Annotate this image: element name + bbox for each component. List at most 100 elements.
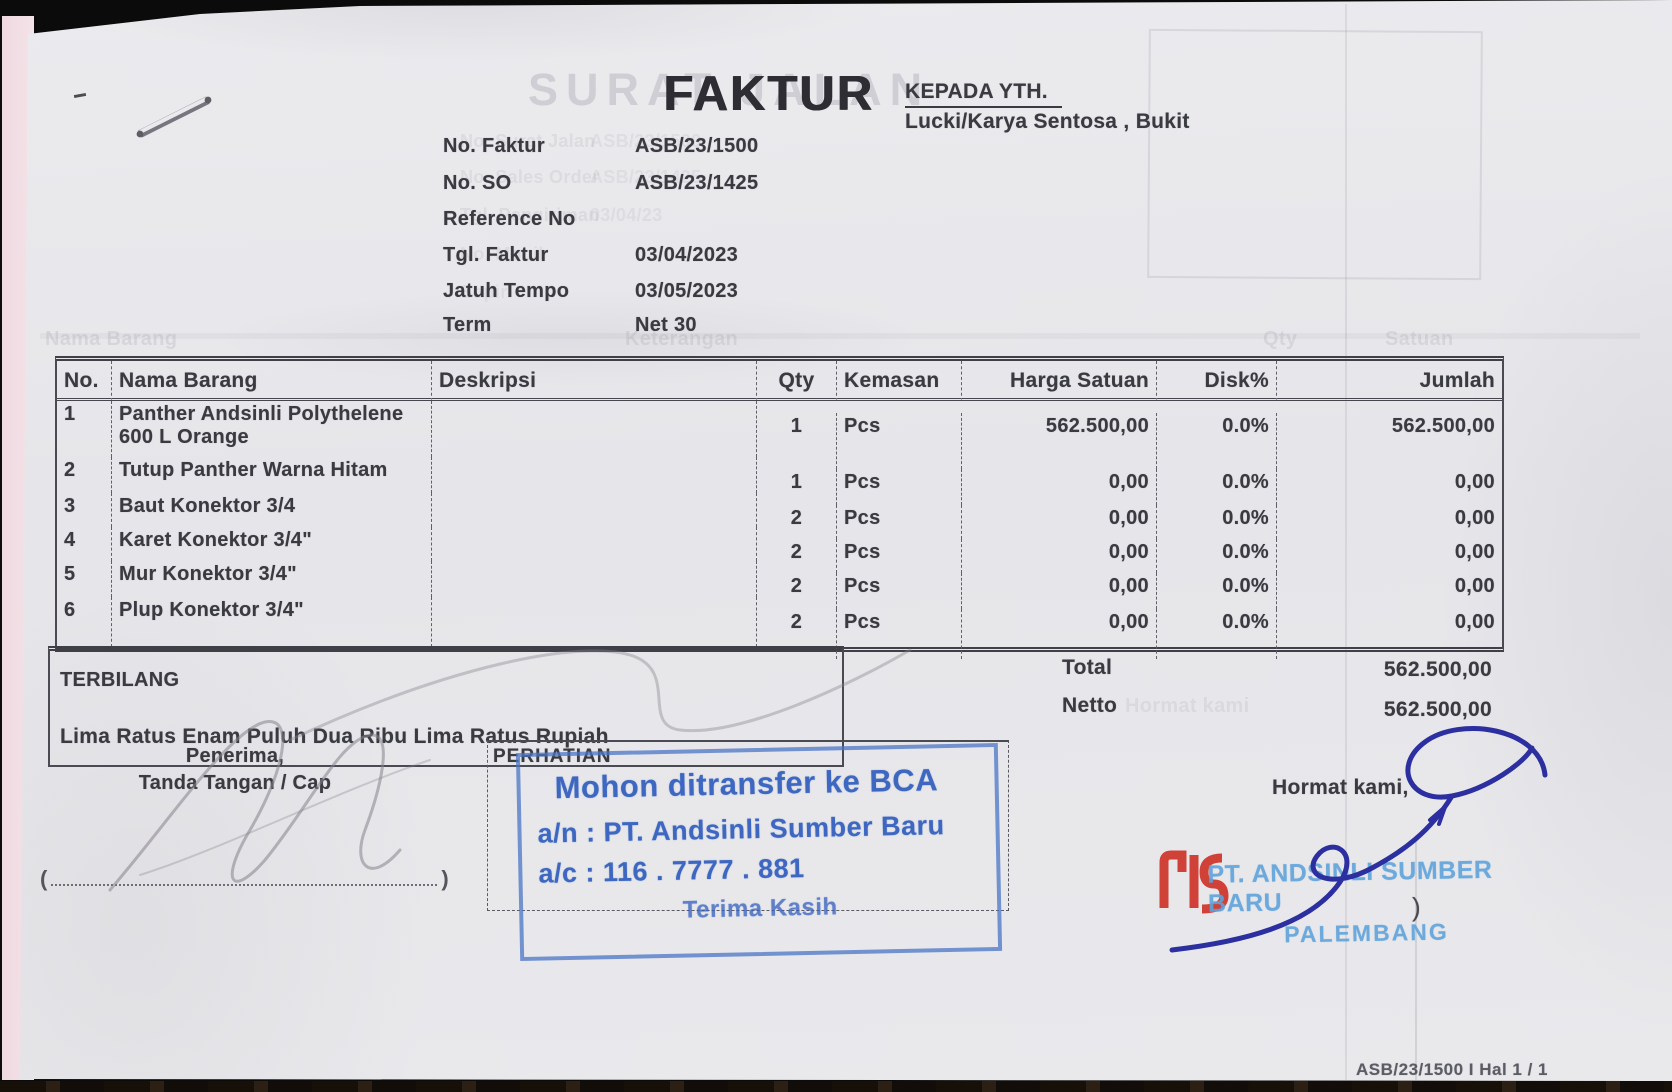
ghost-meta-label: Tgl. Pengiriman xyxy=(460,205,600,225)
cell-harga: 0,00 xyxy=(962,539,1157,573)
transfer-stamp-line2: a/n : PT. Andsinli Sumber Baru xyxy=(537,810,945,849)
meta-value: 03/04/2023 xyxy=(635,244,739,266)
cell-disk: 0.0% xyxy=(1157,413,1277,469)
cell-jumlah: 562.500,00 xyxy=(1391,415,1495,437)
perhatian-box: PERHATIAN xyxy=(487,740,1009,911)
cell-desc xyxy=(432,401,757,457)
cell-qty: 1 xyxy=(757,469,837,505)
cell-desc xyxy=(432,493,757,527)
penerima-block: Penerima, Tanda Tangan / Cap xyxy=(120,745,350,795)
col-header-name: Nama Barang xyxy=(112,361,432,401)
meta-label: Jatuh Tempo xyxy=(443,280,570,302)
cell-qty: 2 xyxy=(757,505,837,539)
ghost-meta-label: No. Sales Order xyxy=(460,167,600,187)
pencil-signature xyxy=(108,720,431,892)
transfer-stamp: Mohon ditransfer ke BCA a/n : PT. Andsin… xyxy=(515,742,1003,962)
pen-signature xyxy=(1169,726,1548,953)
ghost-meta-label: Sopir xyxy=(460,282,508,302)
ghost-meta-label: No. Surat Jalan xyxy=(460,131,596,151)
ghost-hormat: Hormat kami xyxy=(1125,695,1250,717)
meta-value: ASB/23/1425 xyxy=(635,172,759,194)
cell-desc xyxy=(432,561,757,597)
sig-paren: ) xyxy=(1412,892,1421,922)
total-value: 562.500,00 xyxy=(1383,658,1492,681)
cell-jumlah: 0,00 xyxy=(1454,575,1495,597)
cell-name: Panther Andsinli Polythelene 600 L Orang… xyxy=(112,401,432,457)
cell-qty: 1 xyxy=(757,413,837,469)
recipient-name: Lucki/Karya Sentosa , Bukit xyxy=(905,110,1190,133)
cell-kemasan: Pcs xyxy=(837,413,962,469)
ghost-meta-value: ASB/23/1425 xyxy=(590,167,702,187)
ghost-meta-value: 03/04/23 xyxy=(590,205,663,225)
cell-jumlah: 0,00 xyxy=(1454,611,1495,633)
cell-no: 4 xyxy=(57,527,112,561)
paren-close: ) xyxy=(441,866,449,891)
receiver-sign-line: () xyxy=(40,866,449,892)
cell-disk: 0.0% xyxy=(1157,505,1277,539)
page-title: FAKTUR xyxy=(663,67,874,121)
cell-disk: 0.0% xyxy=(1157,609,1277,659)
horizontal-crease xyxy=(40,333,1640,339)
meta-value: 03/05/2023 xyxy=(635,280,739,302)
cell-kemasan: Pcs xyxy=(837,505,962,539)
cell-no: 5 xyxy=(57,561,112,597)
fold-crease xyxy=(1345,4,1347,1080)
page-ref: ASB/23/1500 I Hal 1 / 1 xyxy=(1356,1060,1548,1079)
cell-disk: 0.0% xyxy=(1157,469,1277,505)
cell-name: Karet Konektor 3/4" xyxy=(112,527,432,561)
col-header-qty: Qty xyxy=(757,361,837,401)
cell-no: 1 xyxy=(57,401,112,457)
cell-harga: 0,00 xyxy=(962,469,1157,505)
meta-label: Tgl. Faktur xyxy=(443,244,549,266)
cell-qty: 2 xyxy=(757,609,837,659)
terbilang-label: TERBILANG xyxy=(60,669,180,691)
meta-label: No. SO xyxy=(443,172,512,194)
meta-value: Net 30 xyxy=(635,314,697,336)
meta-label: No. Faktur xyxy=(443,135,545,157)
cell-desc xyxy=(432,597,757,647)
staple xyxy=(136,96,212,138)
ghost-col-header: Qty xyxy=(1263,328,1298,350)
penerima-sublabel: Tanda Tangan / Cap xyxy=(138,772,332,794)
ghost-col-header: Satuan xyxy=(1385,328,1454,350)
cell-name: Tutup Panther Warna Hitam xyxy=(112,457,432,493)
ghost-address-box xyxy=(1147,28,1483,281)
ghost-col-header: Nama Barang xyxy=(45,328,178,350)
scan-bottom-edge xyxy=(0,1081,1672,1092)
col-header-harga: Harga Satuan xyxy=(962,361,1157,401)
total-label: Total xyxy=(1062,656,1113,679)
col-header-no: No. xyxy=(57,361,112,401)
perhatian-label: PERHATIAN xyxy=(493,746,612,767)
ghost-title: SURAT JALAN xyxy=(528,64,931,115)
cell-kemasan: Pcs xyxy=(837,573,962,609)
cell-kemasan: Pcs xyxy=(837,539,962,573)
terbilang-text: Lima Ratus Enam Puluh Dua Ribu Lima Ratu… xyxy=(60,725,609,748)
netto-label: Netto xyxy=(1062,694,1118,717)
cell-jumlah: 0,00 xyxy=(1454,507,1495,529)
cell-kemasan: Pcs xyxy=(837,609,962,659)
cell-no: 6 xyxy=(57,597,112,647)
ghost-meta-label: No. Mobil xyxy=(460,244,544,264)
transfer-stamp-line3: a/c : 116 . 7777 . 881 xyxy=(538,853,805,889)
col-header-jumlah: Jumlah xyxy=(1277,361,1502,401)
cell-name: Baut Konektor 3/4 xyxy=(112,493,432,527)
pencil-scribble xyxy=(288,648,912,742)
recipient-label: KEPADA YTH. xyxy=(905,80,1062,108)
cell-name: Mur Konektor 3/4" xyxy=(112,561,432,597)
cell-no: 3 xyxy=(57,493,112,527)
fold-crease xyxy=(1415,840,1417,1080)
cell-qty: 2 xyxy=(757,539,837,573)
ghost-col-header: Keterangan xyxy=(625,328,739,350)
col-header-kemasan: Kemasan xyxy=(837,361,962,401)
cell-qty: 2 xyxy=(757,573,837,609)
cell-kemasan: Pcs xyxy=(837,469,962,505)
ghost-meta-value: ASB/23/1500 xyxy=(590,131,702,151)
cell-harga: 0,00 xyxy=(962,609,1157,659)
dotted-line xyxy=(51,868,438,886)
items-table: No. Nama Barang Deskripsi Qty Kemasan Ha… xyxy=(55,356,1504,659)
hormat-label: Hormat kami, xyxy=(1272,776,1409,799)
cell-harga: 0,00 xyxy=(962,505,1157,539)
cell-desc xyxy=(432,457,757,493)
